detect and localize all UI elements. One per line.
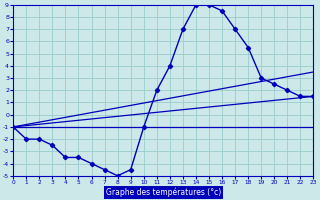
X-axis label: Graphe des températures (°c): Graphe des températures (°c) (106, 188, 221, 197)
